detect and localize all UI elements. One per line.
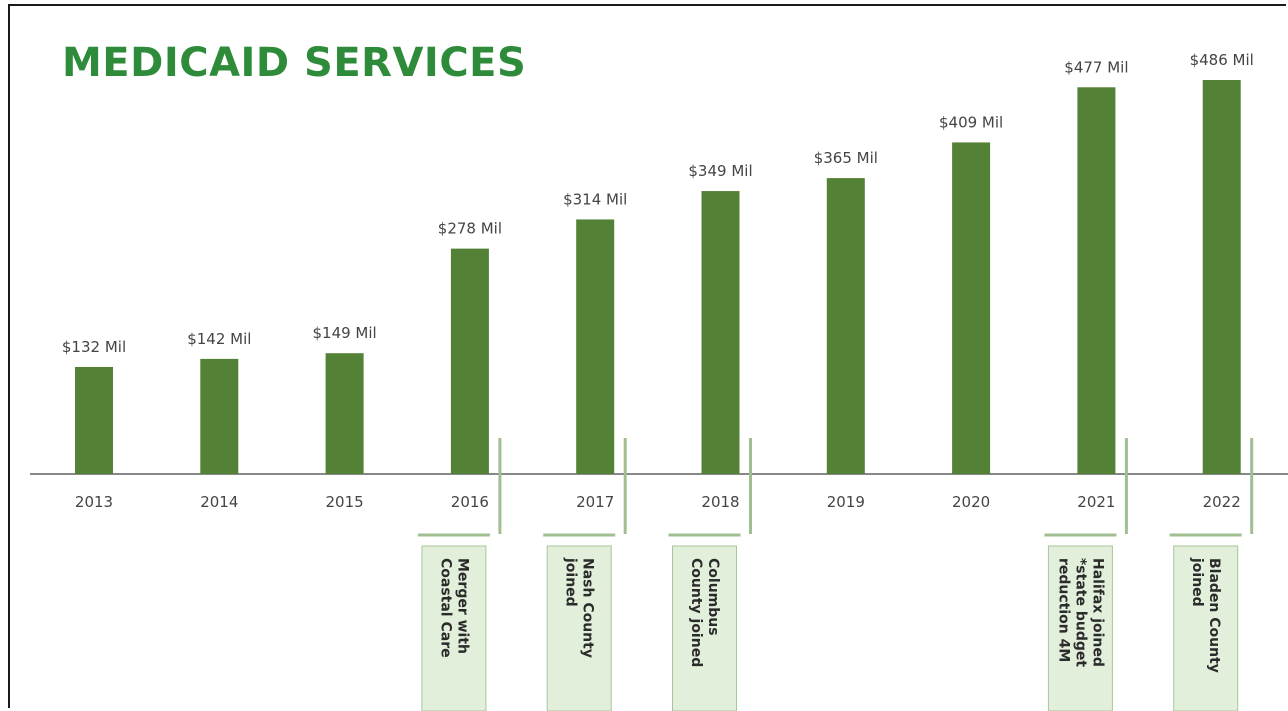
value-label-2016: $278 Mil xyxy=(438,220,502,238)
annotation-text-2017-0: Nash County xyxy=(580,558,596,658)
chart-frame xyxy=(8,4,1286,708)
annotation-box-2016 xyxy=(421,545,487,711)
annotation-text-2021-0: Halifax joined xyxy=(1089,558,1105,667)
value-label-2018: $349 Mil xyxy=(688,162,752,180)
bar-2018 xyxy=(701,191,740,474)
x-tick-label-2015: 2015 xyxy=(326,493,364,511)
bar-2015 xyxy=(325,353,364,474)
annotation-box-2022 xyxy=(1173,545,1239,711)
x-tick-label-2014: 2014 xyxy=(200,493,238,511)
x-tick-label-2022: 2022 xyxy=(1203,493,1241,511)
x-tick-label-2020: 2020 xyxy=(952,493,990,511)
bar-2016 xyxy=(450,248,489,474)
bar-2017 xyxy=(576,219,615,474)
x-tick-label-2016: 2016 xyxy=(451,493,489,511)
x-tick-label-2021: 2021 xyxy=(1077,493,1115,511)
chart-title: MEDICAID SERVICES xyxy=(62,40,527,86)
bar-2013 xyxy=(75,366,113,474)
bar-2019 xyxy=(826,178,865,474)
annotation-text-2016-0: Merger with xyxy=(454,558,470,654)
annotation-text-2018-0: Columbus xyxy=(705,558,721,636)
value-label-2014: $142 Mil xyxy=(187,330,251,348)
value-label-2021: $477 Mil xyxy=(1064,58,1128,76)
annotation-text-2017-1: joined xyxy=(563,557,579,607)
annotation-text-2016-1: Coastal Care xyxy=(437,558,453,658)
annotation-box-2017 xyxy=(546,545,612,711)
annotation-box-2021 xyxy=(1047,545,1113,711)
value-label-2015: $149 Mil xyxy=(312,324,376,342)
annotation-text-2021-2: reduction 4M xyxy=(1055,558,1071,662)
value-label-2022: $486 Mil xyxy=(1190,51,1254,69)
annotation-text-2022-1: joined xyxy=(1189,557,1205,607)
value-label-2020: $409 Mil xyxy=(939,113,1003,131)
x-tick-label-2013: 2013 xyxy=(75,493,113,511)
annotation-box-2018 xyxy=(672,545,737,711)
annotation-text-2022-0: Bladen County xyxy=(1206,558,1222,673)
bar-2014 xyxy=(200,358,239,474)
value-label-2017: $314 Mil xyxy=(563,190,627,208)
value-label-2019: $365 Mil xyxy=(814,149,878,167)
annotation-text-2021-1: *state budget xyxy=(1072,558,1088,667)
value-label-2013: $132 Mil xyxy=(62,338,126,356)
bar-2021 xyxy=(1077,87,1116,474)
annotation-text-2018-1: County joined xyxy=(688,558,704,667)
x-tick-label-2019: 2019 xyxy=(827,493,865,511)
x-tick-label-2018: 2018 xyxy=(701,493,739,511)
bar-2020 xyxy=(952,142,991,474)
bar-2022 xyxy=(1202,80,1241,474)
x-tick-label-2017: 2017 xyxy=(576,493,614,511)
